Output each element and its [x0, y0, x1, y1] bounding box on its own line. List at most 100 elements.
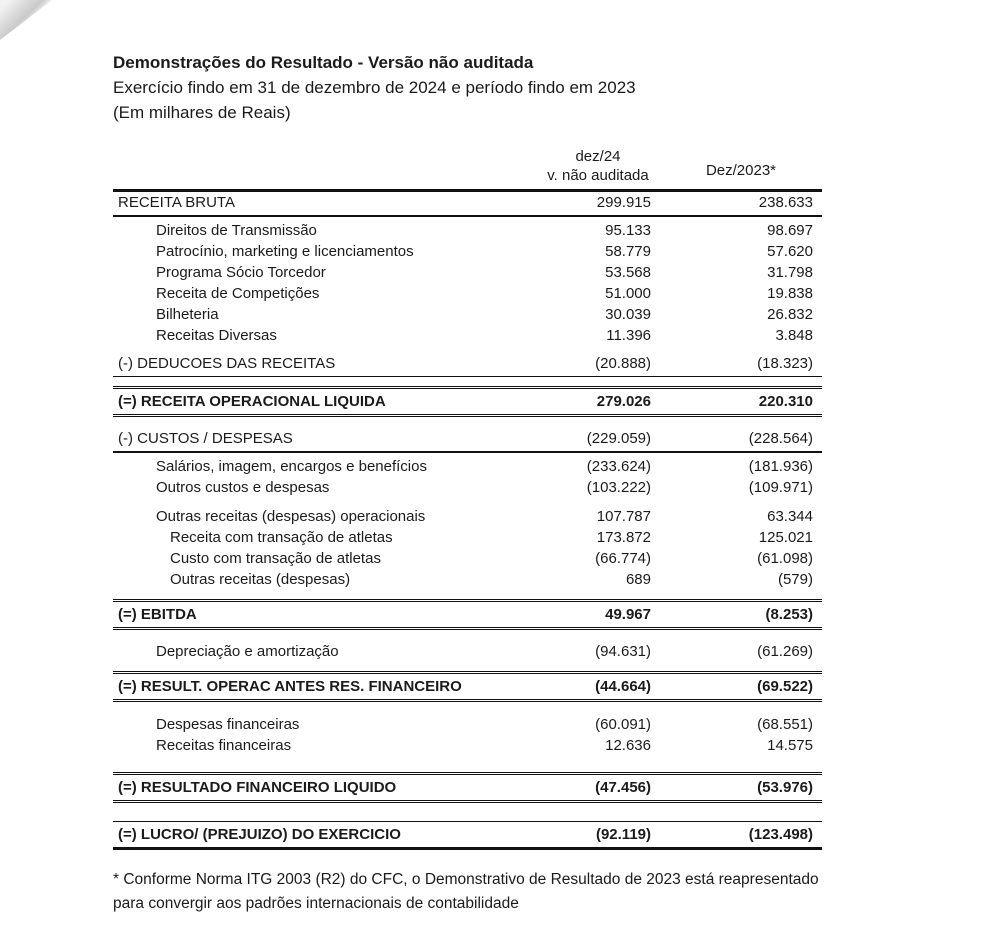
value-2024: 689 — [625, 571, 651, 588]
value-2023: (579) — [777, 571, 813, 588]
row-label: Outros custos e despesas — [156, 479, 330, 496]
value-2023: (8.253) — [765, 606, 813, 623]
row-label: (=) EBITDA — [118, 606, 197, 623]
row-label: Receita de Competições — [156, 285, 320, 302]
value-2023: 125.021 — [758, 529, 813, 546]
table-row: (=) RECEITA OPERACIONAL LIQUIDA 279.026 … — [113, 386, 822, 417]
value-2024: (103.222) — [586, 479, 651, 496]
value-2024: 12.636 — [605, 737, 651, 754]
table-row: Depreciação e amortização (94.631) (61.2… — [113, 641, 822, 662]
table-row: Programa Sócio Torcedor 53.568 31.798 — [113, 262, 822, 283]
value-2024: 173.872 — [596, 529, 651, 546]
value-2024: 11.396 — [606, 327, 651, 344]
value-2023: 31.798 — [767, 264, 813, 281]
value-2023: (123.498) — [748, 826, 813, 843]
value-2024: 107.787 — [596, 508, 651, 525]
statement-content: Demonstrações do Resultado - Versão não … — [113, 50, 822, 916]
value-2023: 26.832 — [767, 306, 813, 323]
table-row: RECEITA BRUTA 299.915 238.633 — [113, 192, 822, 217]
value-2023: (109.971) — [748, 479, 813, 496]
table-row: Outros custos e despesas (103.222) (109.… — [113, 477, 822, 498]
row-label: (=) RECEITA OPERACIONAL LIQUIDA — [118, 393, 386, 410]
value-2023: (69.522) — [757, 678, 813, 695]
value-2024: (66.774) — [595, 550, 651, 567]
value-2023: (61.269) — [757, 643, 813, 660]
column-header-2024-line1: dez/24 — [575, 148, 621, 165]
table-row: Patrocínio, marketing e licenciamentos 5… — [113, 241, 822, 262]
value-2023: 238.633 — [758, 194, 813, 211]
row-label: Despesas financeiras — [156, 716, 300, 733]
value-2024: (47.456) — [595, 779, 651, 796]
table-row: (=) RESULT. OPERAC ANTES RES. FINANCEIRO… — [113, 671, 822, 702]
value-2024: 58.779 — [605, 243, 651, 260]
value-2023: (68.551) — [757, 716, 813, 733]
row-label: Receita com transação de atletas — [170, 529, 393, 546]
row-label: Direitos de Transmissão — [156, 222, 317, 239]
table-row: (=) EBITDA 49.967 (8.253) — [113, 599, 822, 630]
table-row: (=) RESULTADO FINANCEIRO LIQUIDO (47.456… — [113, 772, 822, 803]
table-row: Receitas financeiras 12.636 14.575 — [113, 735, 822, 756]
value-2024: (92.119) — [595, 826, 651, 843]
table-row: Bilheteria 30.039 26.832 — [113, 304, 822, 325]
table-row: Receitas Diversas 11.396 3.848 — [113, 325, 822, 346]
row-label: (=) LUCRO/ (PREJUIZO) DO EXERCICIO — [118, 826, 401, 843]
value-2024: (60.091) — [595, 716, 651, 733]
value-2023: 3.848 — [775, 327, 813, 344]
footnote-line2: para convergir aos padrões internacionai… — [113, 895, 519, 912]
value-2023: (228.564) — [748, 430, 813, 447]
footnote-line1: * Conforme Norma ITG 2003 (R2) do CFC, o… — [113, 871, 819, 888]
table-row: Custo com transação de atletas (66.774) … — [113, 548, 822, 569]
table-row: Receita de Competições 51.000 19.838 — [113, 283, 822, 304]
table-row: (-) CUSTOS / DESPESAS (229.059) (228.564… — [113, 428, 822, 453]
row-label: (-) CUSTOS / DESPESAS — [118, 430, 293, 447]
value-2023: 14.575 — [767, 737, 813, 754]
table-header-row: dez/24 v. não auditada Dez/2023* — [113, 147, 822, 192]
value-2023: 63.344 — [767, 508, 813, 525]
table-row: Receita com transação de atletas 173.872… — [113, 527, 822, 548]
row-label: Depreciação e amortização — [156, 643, 339, 660]
row-label: Receitas financeiras — [156, 737, 292, 754]
value-2024: 53.568 — [605, 264, 651, 281]
row-label: (-) DEDUCOES DAS RECEITAS — [118, 355, 336, 372]
value-2024: (229.059) — [586, 430, 651, 447]
value-2023: 57.620 — [767, 243, 813, 260]
value-2024: 279.026 — [596, 393, 651, 410]
value-2023: (181.936) — [748, 458, 813, 475]
row-label: Custo com transação de atletas — [170, 550, 381, 567]
row-label: RECEITA BRUTA — [118, 194, 235, 211]
row-label: Outras receitas (despesas) — [170, 571, 351, 588]
value-2023: 220.310 — [758, 393, 813, 410]
value-2024: (20.888) — [595, 355, 651, 372]
value-2024: 51.000 — [605, 285, 651, 302]
table-row: Despesas financeiras (60.091) (68.551) — [113, 714, 822, 735]
row-label: Patrocínio, marketing e licenciamentos — [156, 243, 414, 260]
value-2024: (233.624) — [586, 458, 651, 475]
value-2023: 19.838 — [767, 285, 813, 302]
table-row: Direitos de Transmissão 95.133 98.697 — [113, 220, 822, 241]
value-2024: 95.133 — [605, 222, 651, 239]
footnote: * Conforme Norma ITG 2003 (R2) do CFC, o… — [113, 868, 873, 916]
table-row: Outras receitas (despesas) 689 (579) — [113, 569, 822, 590]
row-label: Salários, imagem, encargos e benefícios — [156, 458, 427, 475]
value-2023: (18.323) — [757, 355, 813, 372]
table-body: RECEITA BRUTA 299.915 238.633 Direitos d… — [113, 192, 822, 850]
row-label: (=) RESULTADO FINANCEIRO LIQUIDO — [118, 779, 397, 796]
unit-note: (Em milhares de Reais) — [113, 103, 291, 122]
value-2024: 49.967 — [605, 606, 651, 623]
row-label: Receitas Diversas — [156, 327, 277, 344]
row-label: Programa Sócio Torcedor — [156, 264, 326, 281]
value-2023: 98.697 — [767, 222, 813, 239]
row-label: Bilheteria — [156, 306, 219, 323]
value-2024: 30.039 — [605, 306, 651, 323]
value-2024: (94.631) — [595, 643, 651, 660]
table-row: (=) LUCRO/ (PREJUIZO) DO EXERCICIO (92.1… — [113, 821, 822, 850]
table-row: Outras receitas (despesas) operacionais … — [113, 506, 822, 527]
row-label: (=) RESULT. OPERAC ANTES RES. FINANCEIRO — [118, 678, 462, 695]
table-row: (-) DEDUCOES DAS RECEITAS (20.888) (18.3… — [113, 353, 822, 377]
value-2024: 299.915 — [596, 194, 651, 211]
page-title: Demonstrações do Resultado - Versão não … — [113, 53, 534, 72]
page-corner-fold — [0, 0, 52, 40]
table-row: Salários, imagem, encargos e benefícios … — [113, 456, 822, 477]
value-2024: (44.664) — [595, 678, 651, 695]
